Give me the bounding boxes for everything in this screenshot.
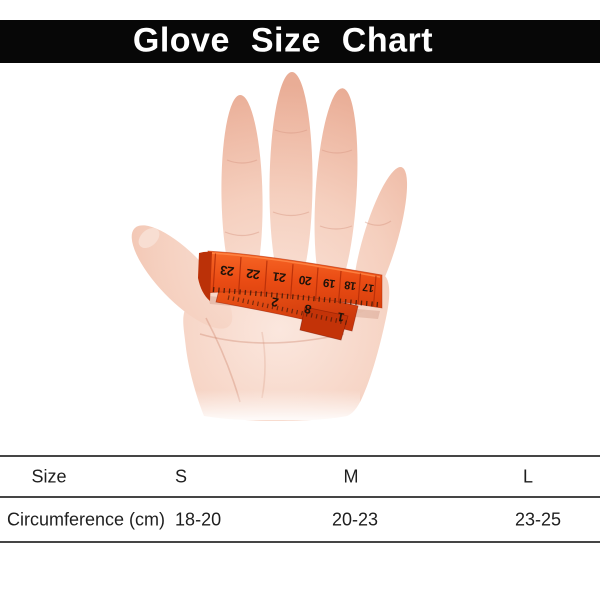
table-rule-bottom xyxy=(0,541,600,543)
value-size-s: 18-20 xyxy=(175,509,222,530)
circumference-row: Circumference (cm) 18-20 xyxy=(7,510,221,531)
table-rule-top xyxy=(0,455,600,457)
svg-text:22: 22 xyxy=(245,266,261,283)
svg-text:8: 8 xyxy=(303,301,313,316)
svg-text:20: 20 xyxy=(298,273,313,289)
row-label-circumference: Circumference (cm) xyxy=(7,509,166,530)
tape-main-band: 23 22 21 20 19 18 17 xyxy=(198,250,383,309)
hand-photo: 2 8 1 xyxy=(131,72,408,421)
hand-shape xyxy=(131,72,408,421)
wrist-fade xyxy=(188,390,360,420)
table-rule-middle xyxy=(0,496,600,498)
svg-text:17: 17 xyxy=(362,280,375,293)
value-size-l: 23-25 xyxy=(514,509,562,530)
svg-text:1: 1 xyxy=(336,309,346,324)
column-header-l: L xyxy=(522,466,534,487)
svg-text:23: 23 xyxy=(219,263,235,280)
title-banner: Glove Size Chart xyxy=(0,20,600,63)
column-header-m: M xyxy=(343,466,359,487)
page-title: Glove Size Chart xyxy=(132,21,434,60)
svg-text:2: 2 xyxy=(270,294,280,309)
value-size-m: 20-23 xyxy=(331,509,379,530)
svg-text:21: 21 xyxy=(272,269,287,285)
svg-text:19: 19 xyxy=(322,276,337,291)
thumbnail xyxy=(138,228,160,248)
finger-creases xyxy=(224,129,392,237)
column-header-s: S xyxy=(174,466,188,487)
measuring-tape: 2 8 1 xyxy=(198,250,383,341)
svg-text:18: 18 xyxy=(344,278,357,292)
column-header-size: Size xyxy=(31,466,67,487)
